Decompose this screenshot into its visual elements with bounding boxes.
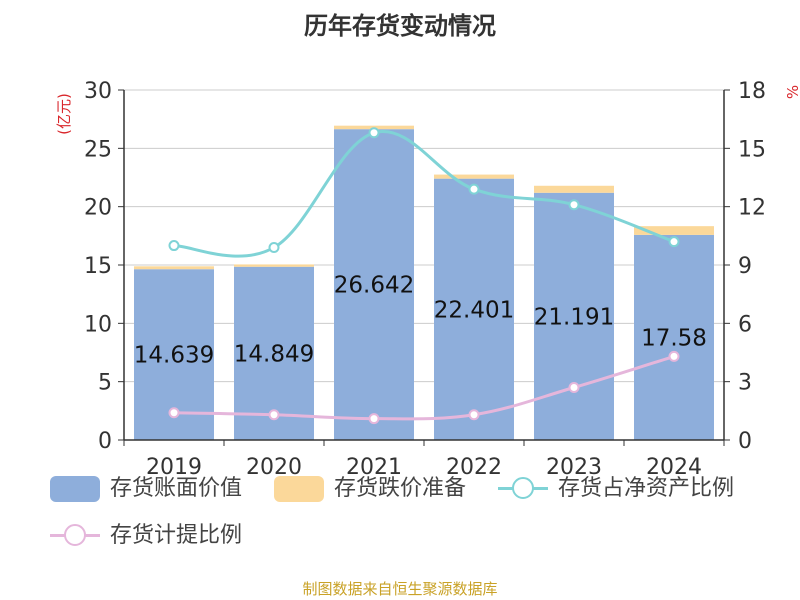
point-ratio-net-assets [668, 236, 680, 248]
x-tick-label: 2023 [546, 455, 602, 480]
y-right-tick-label: 3 [738, 371, 752, 396]
point-provision-ratio [468, 409, 480, 421]
legend-marker-ratio-net-assets [512, 477, 534, 499]
line-ratio-net-assets [173, 129, 675, 258]
y-right-tick-label: 6 [738, 312, 752, 337]
point-provision-ratio [168, 407, 180, 419]
legend-label-provision: 存货跌价准备 [334, 476, 467, 501]
point-provision-ratio [568, 382, 580, 393]
y-right-tick-label: 18 [738, 79, 766, 104]
point-ratio-net-assets [468, 183, 480, 195]
bar-data-label: 22.401 [434, 297, 514, 323]
point-provision-ratio [268, 409, 280, 421]
chart-title: 历年存货变动情况 [304, 12, 496, 40]
x-tick-label: 2019 [146, 455, 202, 480]
bar-data-label: 26.642 [334, 273, 414, 299]
x-tick-label: 2024 [646, 455, 702, 480]
bar-data-label: 17.58 [641, 325, 707, 351]
y-right-tick-label: 0 [738, 429, 752, 454]
y-left-tick-label: 10 [84, 312, 112, 337]
y-left-tick-label: 25 [84, 137, 112, 162]
bar-data-label: 21.191 [534, 304, 614, 330]
source-note: 制图数据来自恒生聚源数据库 [302, 580, 498, 598]
y-left-tick-label: 20 [84, 196, 112, 221]
point-ratio-net-assets [368, 127, 380, 139]
y-left-tick-label: 0 [98, 429, 112, 454]
bar-provision [234, 264, 314, 267]
bar-book-value [434, 178, 514, 440]
point-provision-ratio [368, 413, 380, 425]
bar-data-label: 14.639 [134, 343, 214, 369]
bar-book-value [334, 129, 414, 440]
bar-provision [434, 174, 514, 179]
y-left-unit-label: (亿元) [55, 93, 73, 135]
legend-swatch-book-value [50, 476, 100, 502]
y-right-tick-label: 15 [738, 137, 766, 162]
x-tick-label: 2022 [446, 455, 502, 480]
legend-label-ratio-net-assets: 存货占净资产比例 [558, 476, 735, 501]
point-provision-ratio [668, 350, 680, 362]
bar-provision [534, 185, 614, 193]
bar-book-value [534, 192, 614, 440]
legend-label-provision-ratio: 存货计提比例 [110, 523, 243, 548]
bar-data-label: 14.849 [234, 341, 314, 367]
legend-swatch-provision [274, 476, 324, 502]
x-tick-label: 2021 [346, 455, 402, 480]
point-ratio-net-assets [168, 240, 180, 252]
x-tick-label: 2020 [246, 455, 302, 480]
point-ratio-net-assets [268, 242, 280, 253]
y-left-tick-label: 5 [98, 371, 112, 396]
y-left-tick-label: 15 [84, 254, 112, 279]
bar-provision [134, 266, 214, 270]
bar-provision [634, 226, 714, 235]
legend-label-book-value: 存货账面价值 [110, 476, 243, 501]
y-right-tick-label: 9 [738, 254, 752, 279]
y-right-tick-label: 12 [738, 196, 766, 221]
y-right-unit-label: % [784, 85, 800, 99]
point-ratio-net-assets [568, 199, 580, 211]
bar-book-value [634, 234, 714, 440]
y-left-tick-label: 30 [84, 79, 112, 104]
line-provision-ratio [173, 354, 675, 421]
legend-marker-provision-ratio [64, 524, 86, 546]
